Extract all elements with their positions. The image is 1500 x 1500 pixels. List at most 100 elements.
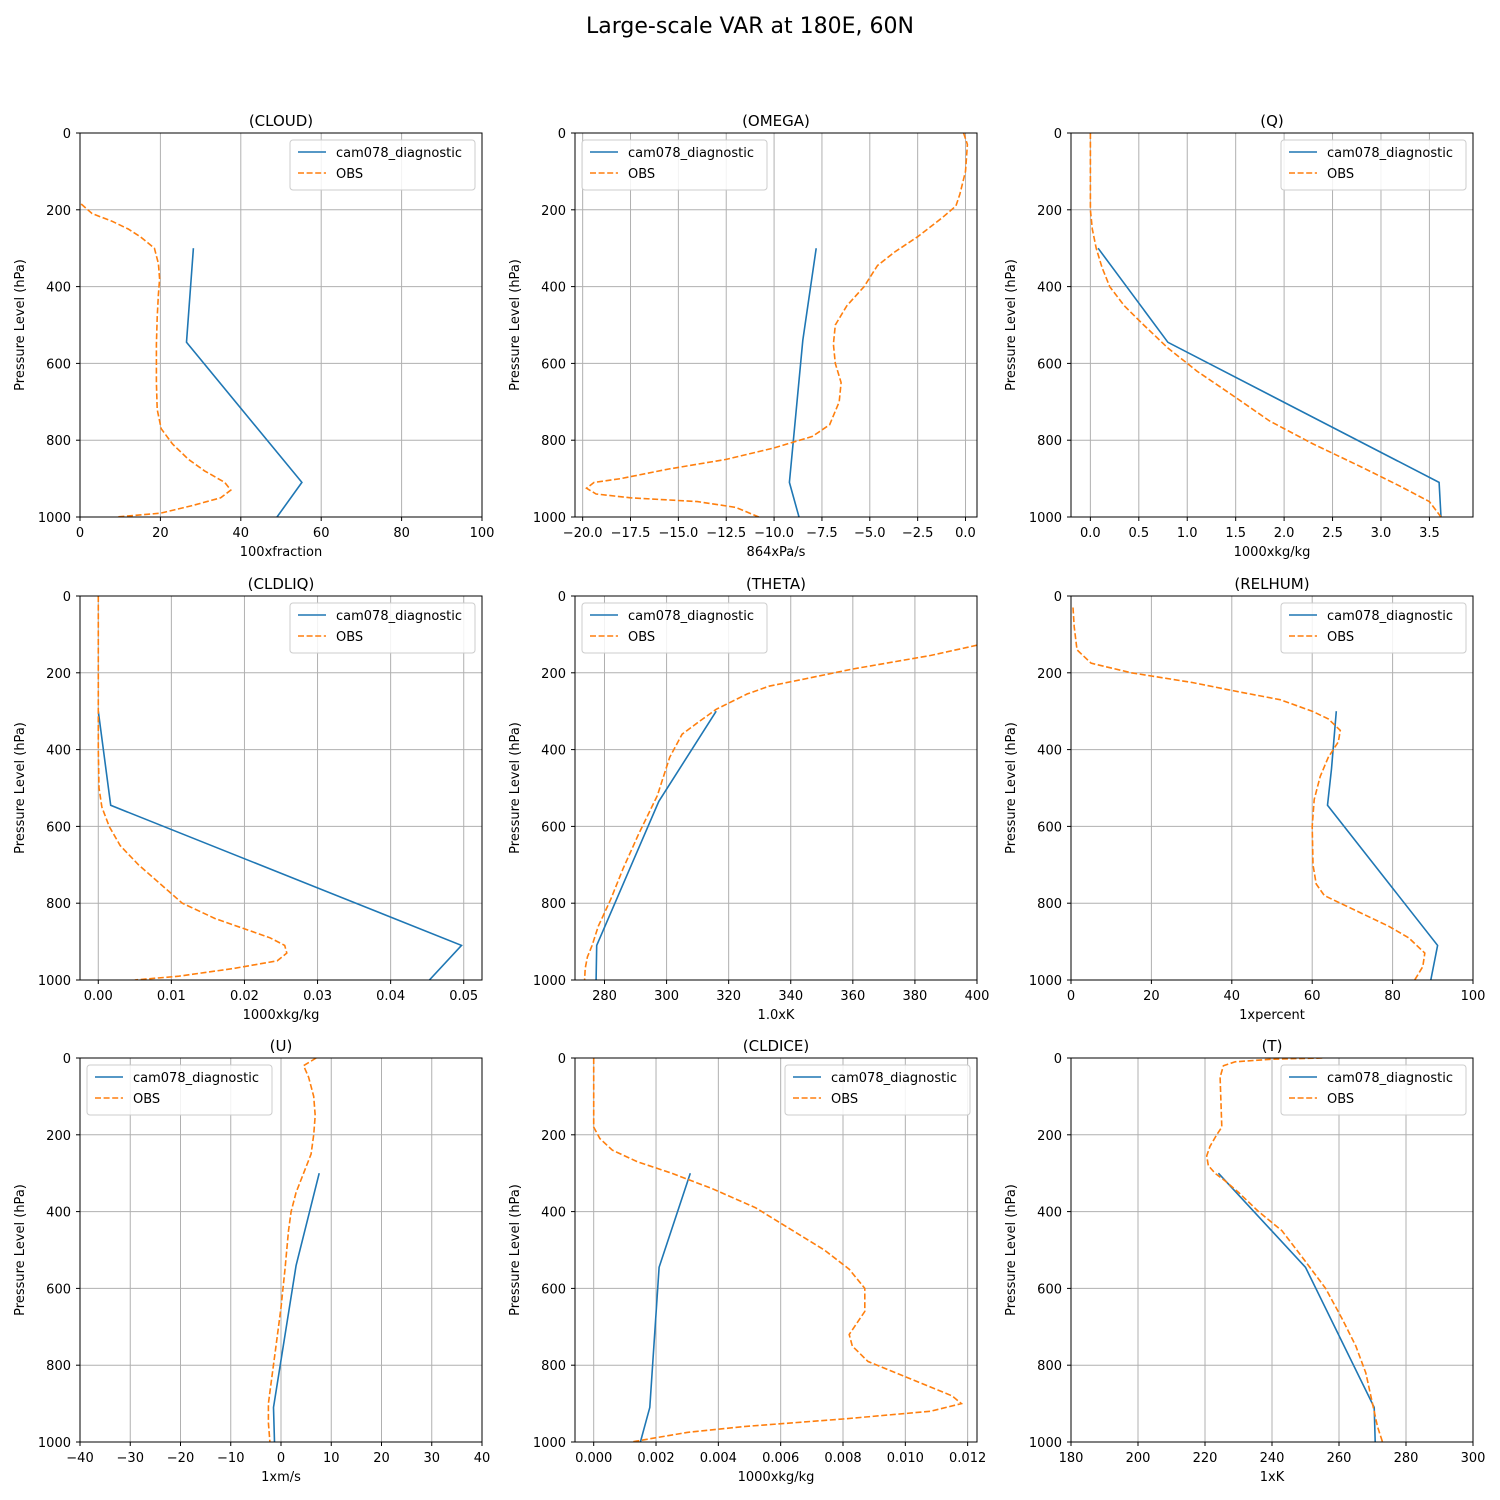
x-tick-label: 30	[423, 1451, 440, 1466]
x-tick-label: 80	[393, 526, 410, 541]
x-tick-label: 0.006	[762, 1451, 799, 1466]
model-line	[185, 248, 303, 517]
y-tick-label: 1000	[38, 511, 71, 526]
y-tick-label: 1000	[38, 974, 71, 989]
x-tick-label: 0	[1067, 989, 1075, 1004]
y-tick-label: 400	[46, 744, 71, 759]
axes-frame	[1070, 595, 1474, 981]
model-line	[788, 248, 817, 517]
legend-box	[1280, 139, 1467, 191]
subplot-title: (Q)	[1260, 112, 1284, 130]
subplot-title: (U)	[270, 1037, 293, 1055]
y-tick-label: 0	[1054, 127, 1062, 142]
y-tick-label: 1000	[533, 974, 566, 989]
legend-label: cam078_diagnostic	[1327, 609, 1453, 624]
x-tick-label: 20	[1143, 989, 1160, 1004]
y-tick-label: 400	[541, 744, 566, 759]
subplot-5: 280 300 320 340 360 380 400 0 200 400 600 800 1000 (T…	[508, 575, 989, 1023]
x-tick-label: 3.5	[1419, 526, 1440, 541]
subplot-2: −20.0 −17.5 −15.0 −12.5 −10.0 −7.5 −5.0 −2.5 0.0…	[508, 112, 978, 560]
obs-line	[585, 133, 969, 517]
x-tick-label: 40	[233, 526, 250, 541]
x-tick-label: −12.5	[706, 526, 746, 541]
legend-label: OBS	[628, 630, 655, 645]
x-tick-label: 280	[592, 989, 617, 1004]
x-tick-label: 0.05	[449, 989, 478, 1004]
subplot-title: (CLDICE)	[743, 1037, 809, 1055]
y-tick-label: 200	[541, 204, 566, 219]
y-tick-label: 0	[63, 127, 71, 142]
x-tick-label: 10	[323, 1451, 340, 1466]
x-tick-label: 2.5	[1322, 526, 1343, 541]
x-tick-label: 0.0	[955, 526, 976, 541]
x-axis-label: 1.0xK	[758, 1008, 795, 1023]
y-tick-label: 600	[46, 820, 71, 835]
model-line	[1217, 1172, 1376, 1442]
y-axis-label: Pressure Level (hPa)	[1004, 722, 1019, 854]
x-tick-label: 0.02	[230, 989, 259, 1004]
x-tick-label: 60	[313, 526, 330, 541]
x-tick-label: 0.03	[303, 989, 332, 1004]
y-tick-label: 0	[1054, 590, 1062, 605]
y-tick-label: 800	[1037, 897, 1062, 912]
figure-title: Large-scale VAR at 180E, 60N	[586, 14, 914, 39]
model-line	[639, 1172, 692, 1442]
y-tick-label: 0	[63, 590, 71, 605]
x-tick-label: −20	[167, 1451, 194, 1466]
legend-label: cam078_diagnostic	[628, 146, 754, 161]
x-tick-label: 200	[1126, 1451, 1151, 1466]
y-axis-label: Pressure Level (hPa)	[13, 1184, 28, 1316]
y-tick-label: 1000	[533, 511, 566, 526]
model-line	[595, 710, 717, 980]
legend-label: OBS	[133, 1092, 160, 1107]
axes-frame	[574, 1057, 978, 1443]
axes-frame	[79, 132, 483, 518]
model-line	[1326, 711, 1439, 980]
y-tick-label: 200	[1037, 667, 1062, 682]
y-tick-label: 1000	[38, 1436, 71, 1451]
y-axis-label: Pressure Level (hPa)	[13, 259, 28, 391]
subplot-9: 180 200 220 240 260 280 300 0 200 400 600 800 1000 (T…	[1004, 1037, 1485, 1485]
y-tick-label: 200	[1037, 204, 1062, 219]
legend-box	[1280, 1064, 1467, 1116]
x-tick-label: 300	[654, 989, 679, 1004]
x-tick-label: 60	[1304, 989, 1321, 1004]
y-axis-label: Pressure Level (hPa)	[508, 259, 523, 391]
x-tick-label: 0	[277, 1451, 285, 1466]
y-tick-label: 800	[541, 1359, 566, 1374]
legend-box	[289, 139, 476, 191]
x-tick-label: 340	[778, 989, 803, 1004]
x-tick-label: 1.5	[1225, 526, 1246, 541]
x-tick-label: −30	[117, 1451, 144, 1466]
y-tick-label: 400	[46, 1206, 71, 1221]
x-axis-label: 1xK	[1260, 1470, 1285, 1485]
y-tick-label: 600	[1037, 1282, 1062, 1297]
legend-box	[581, 602, 768, 654]
x-tick-label: 360	[840, 989, 865, 1004]
x-tick-label: −10	[217, 1451, 244, 1466]
x-tick-label: 0.000	[575, 1451, 612, 1466]
y-tick-label: 800	[541, 897, 566, 912]
y-axis-label: Pressure Level (hPa)	[1004, 259, 1019, 391]
subplot-title: (CLDLIQ)	[248, 575, 315, 593]
legend-label: cam078_diagnostic	[133, 1071, 259, 1086]
y-tick-label: 600	[541, 1282, 566, 1297]
legend-box	[784, 1064, 971, 1116]
x-tick-label: 240	[1260, 1451, 1285, 1466]
legend-label: OBS	[628, 167, 655, 182]
x-axis-label: 1000xkg/kg	[243, 1008, 320, 1023]
y-tick-label: 800	[46, 897, 71, 912]
x-axis-label: 864xPa/s	[747, 545, 806, 560]
subplot-title: (OMEGA)	[742, 112, 810, 130]
subplot-3: 0.0 0.5 1.0 1.5 2.0 2.5 3.0 3.5 0 200 400 600 800 100…	[1004, 112, 1474, 560]
subplot-title: (THETA)	[746, 575, 806, 593]
y-tick-label: 200	[1037, 1129, 1062, 1144]
y-tick-label: 1000	[1029, 1436, 1062, 1451]
x-tick-label: 380	[903, 989, 928, 1004]
x-tick-label: 3.0	[1371, 526, 1392, 541]
x-tick-label: 0.01	[157, 989, 186, 1004]
subplot-title: (CLOUD)	[249, 112, 313, 130]
subplot-6: 0 20 40 60 80 10002004006008001000(RELHUM)1xp…	[1004, 575, 1485, 1023]
x-tick-label: 0.012	[949, 1451, 986, 1466]
